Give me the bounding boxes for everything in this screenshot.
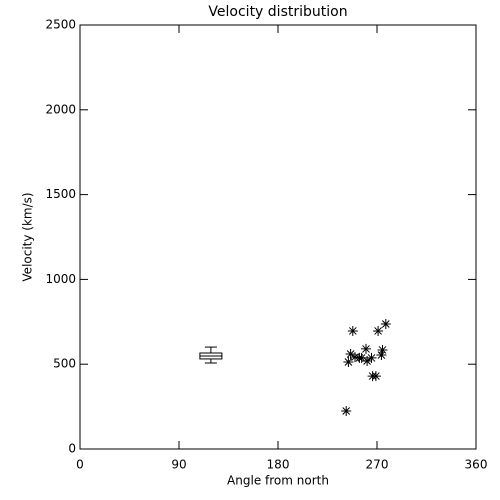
scatter-point: [341, 406, 352, 417]
scatter-point: [377, 344, 388, 355]
scatter-point: [356, 352, 367, 363]
x-tick-label: 270: [366, 458, 389, 472]
y-tick-label: 2000: [45, 102, 76, 116]
y-tick-label: 2500: [45, 18, 76, 32]
scatter-point: [362, 355, 373, 366]
scatter-point: [366, 352, 377, 363]
plot-frame: [79, 24, 477, 450]
chart-title: Velocity distribution: [208, 4, 347, 20]
x-tick-label: 180: [267, 458, 290, 472]
scatter-point: [361, 343, 371, 354]
scatter-point: [343, 356, 354, 367]
y-tick-label: 1500: [45, 187, 76, 201]
scatter-point: [347, 325, 358, 336]
y-tick-label: 500: [53, 357, 76, 371]
y-tick-label: 0: [68, 442, 76, 456]
scatter-point: [376, 350, 387, 361]
scatter-point: [370, 371, 381, 382]
x-tick-label: 90: [171, 458, 186, 472]
scatter-point: [373, 325, 384, 336]
scatter-point: [350, 352, 360, 363]
x-tick-label: 360: [465, 458, 488, 472]
x-tick-label: 0: [76, 458, 84, 472]
y-tick-label: 1000: [45, 272, 76, 286]
x-axis-label: Angle from north: [227, 474, 329, 488]
scatter-point: [380, 319, 391, 330]
y-axis-label: Velocity (km/s): [21, 192, 35, 281]
scatter-point: [345, 349, 356, 360]
